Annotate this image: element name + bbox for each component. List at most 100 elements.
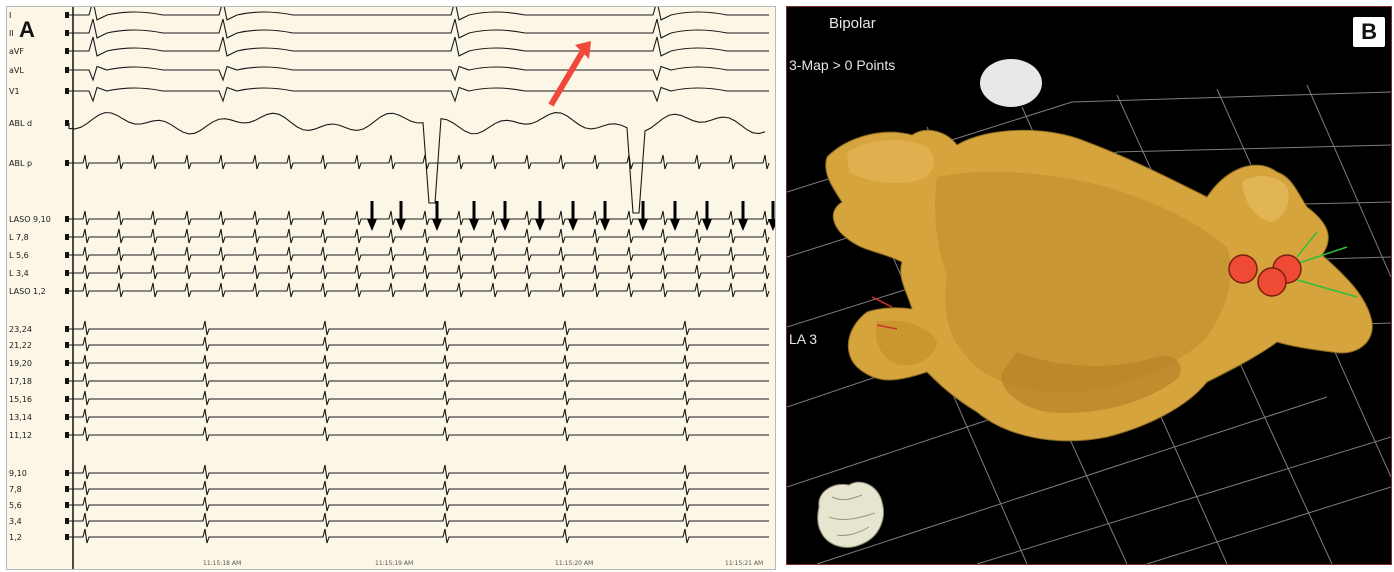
lead-label: 23,24 bbox=[9, 325, 32, 334]
lead-label: aVL bbox=[9, 66, 24, 75]
lead-trace bbox=[69, 480, 769, 496]
activation-arrow bbox=[638, 201, 648, 231]
timestamp-label: 11:15:19 AM bbox=[375, 560, 413, 567]
lead-label: aVF bbox=[9, 47, 24, 56]
panel-a-label: A bbox=[19, 17, 35, 42]
timestamp-label: 11:15:18 AM bbox=[203, 560, 241, 567]
timestamp-label: 11:15:20 AM bbox=[555, 560, 593, 567]
lead-trace bbox=[69, 512, 769, 528]
lead-trace bbox=[69, 408, 769, 424]
lead-label: L 3,4 bbox=[9, 269, 29, 278]
lead-trace bbox=[69, 228, 770, 244]
lead-trace bbox=[69, 528, 769, 544]
map-canvas bbox=[787, 59, 1391, 564]
orientation-heart-icon bbox=[817, 481, 884, 548]
lead-label: 9,10 bbox=[9, 469, 27, 478]
lead-label: I bbox=[9, 11, 11, 20]
activation-arrow bbox=[568, 201, 578, 231]
lead-marker bbox=[65, 486, 69, 492]
electrogram-panel: I II aVF aVL V1 ABL d ABL p LASO 9,10 L 7,8 L 5,6… bbox=[6, 6, 776, 570]
lead-trace bbox=[68, 111, 766, 214]
electroanatomic-map-panel: Bipolar 3-Map > 0 Points LA 3 B bbox=[786, 6, 1392, 565]
lead-trace bbox=[69, 282, 770, 298]
activation-arrow bbox=[600, 201, 610, 231]
map-points-label: 3-Map > 0 Points bbox=[789, 57, 896, 73]
ablation-point bbox=[1257, 267, 1287, 297]
map-mode-title: Bipolar bbox=[829, 15, 876, 32]
lead-label: 1,2 bbox=[9, 533, 22, 542]
activation-arrow bbox=[469, 201, 479, 231]
lead-marker bbox=[65, 534, 69, 540]
activation-arrow bbox=[500, 201, 510, 231]
lead-label: 21,22 bbox=[9, 341, 32, 350]
lead-trace bbox=[69, 426, 769, 442]
lead-label: 11,12 bbox=[9, 431, 32, 440]
lead-label: LASO 1,2 bbox=[9, 287, 46, 296]
lead-label: L 5,6 bbox=[9, 251, 29, 260]
lead-label: 13,14 bbox=[9, 413, 32, 422]
lead-trace bbox=[69, 154, 770, 170]
lead-label: 3,4 bbox=[9, 517, 22, 526]
lead-trace bbox=[69, 246, 770, 262]
lead-label: V1 bbox=[9, 87, 20, 96]
panel-b-label: B bbox=[1353, 17, 1385, 47]
lead-trace bbox=[69, 496, 769, 512]
lead-marker bbox=[65, 270, 69, 276]
activation-arrow bbox=[396, 201, 406, 231]
red-arrow bbox=[548, 41, 591, 107]
lead-marker bbox=[65, 502, 69, 508]
lead-trace bbox=[69, 464, 769, 480]
lead-trace bbox=[69, 336, 769, 352]
lead-marker bbox=[65, 252, 69, 258]
lead-trace bbox=[69, 210, 770, 226]
activation-arrow bbox=[432, 201, 442, 231]
lead-marker bbox=[65, 360, 69, 366]
activation-arrow bbox=[738, 201, 748, 231]
light-source-disc bbox=[980, 59, 1042, 107]
lead-label: ABL d bbox=[9, 119, 32, 128]
lead-marker bbox=[65, 216, 69, 222]
lead-label: ABL p bbox=[9, 159, 32, 168]
lead-marker bbox=[65, 470, 69, 476]
lead-marker bbox=[65, 518, 69, 524]
lead-trace bbox=[69, 7, 769, 21]
lead-label: 7,8 bbox=[9, 485, 22, 494]
lead-marker bbox=[65, 342, 69, 348]
lead-trace bbox=[69, 86, 769, 103]
map-region-label: LA 3 bbox=[789, 331, 818, 347]
lead-label: LASO 9,10 bbox=[9, 215, 51, 224]
activation-arrow bbox=[702, 201, 712, 231]
lead-trace bbox=[69, 354, 769, 370]
lead-label: 19,20 bbox=[9, 359, 32, 368]
ablation-points bbox=[1228, 254, 1302, 297]
lead-marker bbox=[65, 67, 69, 73]
activation-arrow bbox=[367, 201, 377, 231]
lead-label: L 7,8 bbox=[9, 233, 29, 242]
lead-marker bbox=[65, 160, 69, 166]
lead-trace bbox=[69, 372, 769, 388]
lead-trace bbox=[69, 320, 769, 336]
lead-label: 15,16 bbox=[9, 395, 32, 404]
lead-label: II bbox=[9, 29, 14, 38]
lead-marker bbox=[65, 432, 69, 438]
lead-marker bbox=[65, 234, 69, 240]
lead-marker bbox=[65, 396, 69, 402]
lead-marker bbox=[65, 30, 69, 36]
lead-marker bbox=[65, 326, 69, 332]
left-atrium-shell bbox=[825, 129, 1373, 442]
lead-trace bbox=[69, 36, 769, 57]
lead-marker bbox=[65, 48, 69, 54]
lead-marker bbox=[65, 414, 69, 420]
lead-marker bbox=[65, 378, 69, 384]
activation-arrow bbox=[535, 201, 545, 231]
lead-label: 5,6 bbox=[9, 501, 22, 510]
activation-arrow bbox=[768, 201, 775, 231]
ablation-point bbox=[1228, 254, 1258, 284]
timestamp-label: 11:15:21 AM bbox=[725, 560, 763, 567]
lead-label: 17,18 bbox=[9, 377, 32, 386]
lead-trace bbox=[69, 390, 769, 406]
lead-marker bbox=[65, 120, 69, 126]
lead-trace bbox=[69, 264, 770, 280]
lead-trace bbox=[69, 65, 769, 82]
